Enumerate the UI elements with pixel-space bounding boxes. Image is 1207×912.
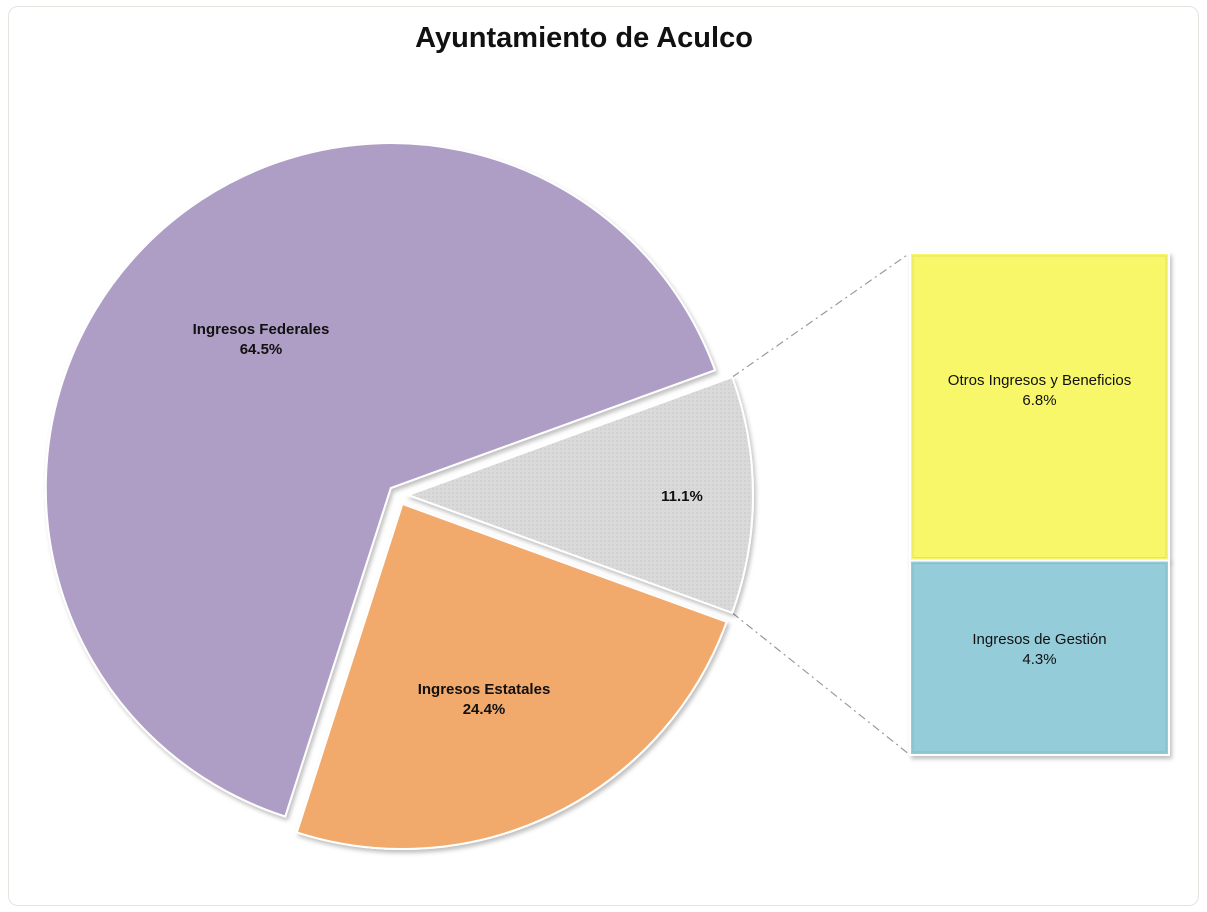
stack-segment-bevel bbox=[912, 255, 1167, 559]
pie-label-name-0: Ingresos Federales bbox=[193, 321, 330, 338]
stack-label-percent-1: 4.3% bbox=[1022, 651, 1056, 668]
pie-group bbox=[44, 142, 754, 850]
stack-label-name-0: Otros Ingresos y Beneficios bbox=[948, 372, 1131, 389]
pie-label-percent-2: 11.1% bbox=[661, 488, 703, 505]
pie-slice-ingresos-federales bbox=[44, 142, 717, 818]
pie-label-percent-1: 24.4% bbox=[463, 701, 506, 718]
connector-line-top bbox=[731, 252, 911, 378]
stack-segment-otros-ingresos-y-beneficios bbox=[909, 252, 1170, 562]
connector-line-bottom bbox=[731, 612, 911, 756]
pie-label-percent-0: 64.5% bbox=[240, 341, 283, 358]
connector-lines bbox=[731, 252, 911, 756]
pie-slice-otros bbox=[405, 375, 754, 615]
pie-label-name-1: Ingresos Estatales bbox=[418, 681, 551, 698]
label-group: Ingresos Federales 64.5% Ingresos Estatale… bbox=[193, 321, 1132, 718]
stack-segment-ingresos-de-gestión bbox=[909, 559, 1170, 757]
stack-segment-bevel bbox=[912, 563, 1167, 753]
stack-group bbox=[909, 252, 1170, 757]
stack-label-name-1: Ingresos de Gestión bbox=[972, 631, 1106, 648]
stack-label-percent-0: 6.8% bbox=[1022, 392, 1056, 409]
chart-title: Ayuntamiento de Aculco bbox=[415, 22, 753, 54]
pie-slice-ingresos-estatales bbox=[295, 502, 728, 850]
